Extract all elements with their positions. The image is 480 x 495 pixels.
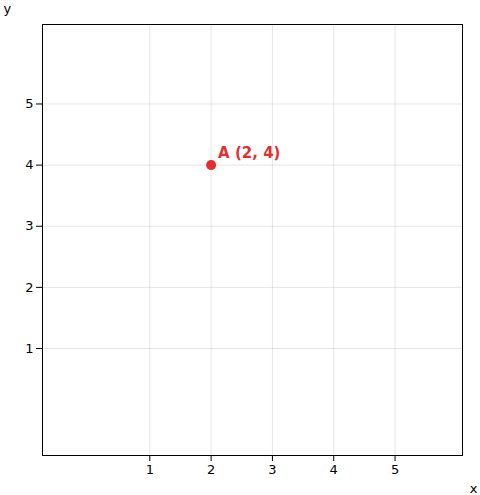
svg-text:3: 3 [25, 218, 33, 233]
svg-text:x: x [470, 481, 478, 495]
svg-text:2: 2 [25, 280, 33, 295]
svg-text:1: 1 [25, 341, 33, 356]
svg-text:1: 1 [146, 462, 154, 477]
svg-text:4: 4 [25, 157, 33, 172]
svg-text:3: 3 [268, 462, 276, 477]
svg-text:2: 2 [207, 462, 215, 477]
svg-text:y: y [4, 1, 12, 16]
svg-text:5: 5 [391, 462, 399, 477]
svg-text:A (2, 4): A (2, 4) [218, 144, 280, 162]
svg-text:4: 4 [330, 462, 338, 477]
svg-text:5: 5 [25, 96, 33, 111]
